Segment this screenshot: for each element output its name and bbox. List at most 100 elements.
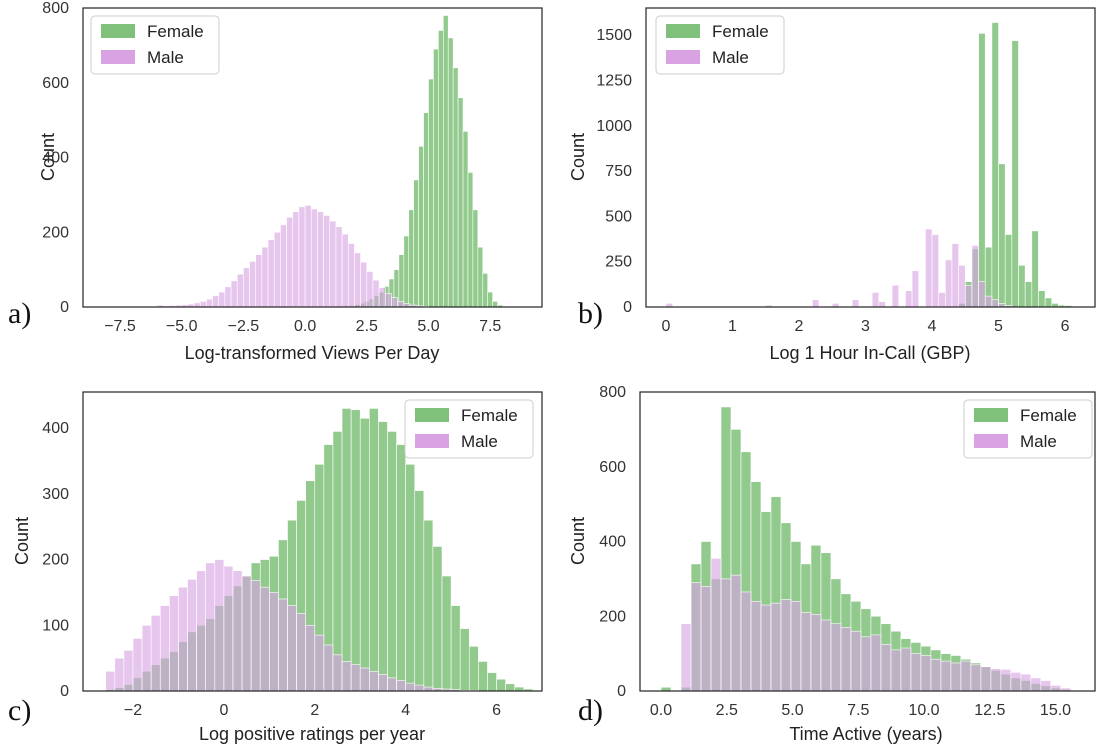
panel-c-male-bar — [269, 592, 279, 691]
panel-a-male-bar — [273, 231, 281, 307]
panel-a-xtick-label: 2.5 — [356, 318, 378, 335]
panel-c-male-bar — [305, 624, 316, 691]
panel-b-female-bar — [1011, 40, 1019, 307]
panel-a-male-bar — [243, 267, 250, 307]
panel-c-male-bar — [396, 680, 406, 691]
panel-c-male-bar — [250, 580, 261, 691]
panel-a-female-bar — [492, 301, 498, 307]
panel-b-ytick-label: 1500 — [596, 27, 632, 44]
panel-a-legend-male-swatch — [101, 50, 135, 64]
panel-b-male-bar — [938, 292, 946, 307]
panel-b-female-bar — [1031, 230, 1039, 307]
panel-a-male-bar — [347, 243, 355, 307]
panel-b-male-bar — [925, 228, 933, 307]
panel-a-male-bar — [378, 287, 386, 307]
panel-c-xtick-label: 2 — [310, 702, 319, 719]
panel-a-xtick-label: −5.0 — [166, 318, 198, 335]
panel-b-male-bar — [878, 301, 886, 307]
panel-d-male-bar — [1040, 680, 1052, 691]
panel-b-female-bar — [991, 22, 999, 307]
panel-c-male-bar — [178, 586, 188, 691]
panel-c-female-bar — [350, 409, 361, 691]
panel-a-ytick-label: 400 — [42, 150, 69, 167]
panel-d: d) Time Active (years) Count 0.0 2.5 5.0 7.… — [568, 384, 1096, 744]
panel-c-xtick-label: 0 — [219, 702, 228, 719]
panel-b-ytick-label: 750 — [605, 163, 632, 180]
panel-d-male-bar — [890, 649, 902, 691]
panel-c-female-bar — [450, 605, 461, 691]
panel-a-female-bar — [398, 254, 405, 307]
panel-a-female-bar — [438, 30, 444, 307]
panel-c-xtick-label: 6 — [492, 702, 501, 719]
panel-c-male-bar — [241, 575, 252, 691]
panel-d-male-bar — [1060, 687, 1072, 691]
panel-d-legend-female-label: Female — [1020, 406, 1077, 425]
panel-c-female-bar — [441, 575, 452, 691]
panel-c-male-bar — [196, 570, 207, 691]
panel-b-legend-male-label: Male — [712, 48, 749, 67]
panel-d-male-bar — [930, 658, 942, 691]
panel-b-letter: b) — [578, 297, 603, 330]
panel-b-male-bar — [765, 304, 773, 307]
panel-d-letter: d) — [578, 694, 603, 727]
panel-c-male-bar — [214, 559, 225, 691]
panel-c-female-bar — [396, 444, 406, 691]
panel-c-male-bar — [387, 677, 397, 691]
panel-a-male-bar — [335, 226, 343, 307]
panel-c: c) Log positive ratings per year Count −… — [8, 391, 543, 744]
panel-a-male-bar — [384, 293, 392, 307]
panel-b-male-bar — [978, 281, 986, 307]
panel-a-female-bar — [442, 15, 449, 307]
panel-b-male-bar — [958, 265, 966, 307]
panel-d-xlabel: Time Active (years) — [789, 724, 942, 744]
panel-d-male-bar — [880, 643, 892, 691]
panel-c-female-bar — [387, 431, 397, 691]
panel-a-male-bar — [298, 206, 306, 307]
panel-c-ytick-label: 400 — [42, 420, 69, 437]
panel-c-male-bar — [223, 565, 234, 691]
panel-d-male-bar — [760, 604, 772, 691]
panel-a-bars — [156, 15, 503, 307]
panel-b-male-bar — [911, 270, 920, 307]
panel-b-xtick-label: 2 — [795, 318, 804, 335]
panel-c-female-bar — [332, 431, 343, 691]
panel-c-bars — [105, 408, 534, 691]
panel-b-xtick-label: 6 — [1061, 318, 1070, 335]
panel-b-female-bar — [978, 33, 986, 307]
panel-d-xtick-label: 10.0 — [908, 702, 939, 719]
panel-b-male-bar — [905, 290, 913, 307]
panel-b-female-bar — [998, 163, 1006, 307]
panel-d-male-bar — [770, 602, 782, 691]
panel-d-axes-frame — [639, 391, 1096, 692]
panel-c-male-bar — [205, 562, 216, 691]
panel-c-male-bar — [123, 649, 134, 691]
panel-b-ylabel: Count — [568, 133, 588, 181]
panel-d-ytick-label: 200 — [599, 608, 626, 625]
panel-a-ytick-label: 200 — [42, 224, 69, 241]
panel-a-male-bar — [366, 271, 374, 307]
panel-d-male-bar — [740, 591, 752, 691]
panel-a-female-bar — [418, 145, 424, 307]
panel-c-male-bar — [296, 613, 306, 691]
panel-b-male-bar — [665, 303, 673, 307]
panel-c-ytick-label: 0 — [60, 683, 69, 700]
panel-a-female-bar — [447, 37, 454, 307]
panel-a-xlabel: Log-transformed Views Per Day — [185, 343, 440, 363]
panel-c-female-bar — [414, 490, 425, 691]
panel-b-male-bar — [871, 292, 880, 307]
panel-d-male-bar — [1010, 672, 1022, 691]
panel-c-xlabel: Log positive ratings per year — [199, 724, 425, 744]
panel-b-xtick-label: 3 — [861, 318, 870, 335]
panel-c-female-bar — [341, 408, 352, 691]
panel-d-male-bar — [720, 578, 732, 691]
panel-a-xtick-label: 7.5 — [479, 318, 501, 335]
panel-b-legend-male-swatch — [666, 50, 700, 64]
panel-c-male-bar — [114, 657, 125, 691]
panel-d-bars — [660, 406, 1072, 691]
panel-d-male-bar — [680, 623, 692, 691]
panel-d-male-bar — [1050, 685, 1062, 691]
panel-a-female-bar — [462, 131, 469, 307]
panel-d-male-bar — [800, 612, 812, 691]
panel-a-male-bar — [360, 261, 368, 307]
panel-a-ylabel: Count — [38, 133, 58, 181]
